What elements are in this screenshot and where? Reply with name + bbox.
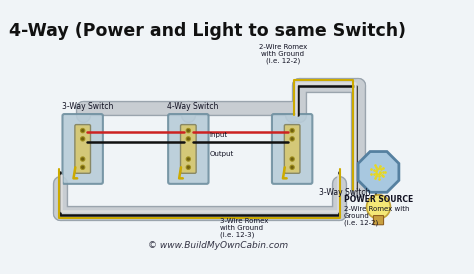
Circle shape	[82, 166, 83, 168]
FancyBboxPatch shape	[75, 125, 91, 173]
FancyBboxPatch shape	[63, 114, 103, 184]
Circle shape	[290, 137, 294, 141]
Text: 2-Wire Romex
with Ground
(i.e. 12-2): 2-Wire Romex with Ground (i.e. 12-2)	[259, 44, 307, 64]
Circle shape	[82, 158, 83, 160]
Text: 4-Way Switch: 4-Way Switch	[167, 102, 219, 111]
Circle shape	[81, 165, 85, 169]
Circle shape	[291, 130, 293, 132]
FancyBboxPatch shape	[272, 114, 312, 184]
Text: 2-Wire Romex with
Ground
(i.e. 12-2): 2-Wire Romex with Ground (i.e. 12-2)	[344, 206, 409, 226]
Polygon shape	[358, 152, 399, 192]
Circle shape	[187, 138, 189, 140]
Circle shape	[291, 138, 293, 140]
Circle shape	[81, 157, 85, 161]
Circle shape	[366, 195, 391, 219]
Text: Input: Input	[210, 132, 228, 138]
Text: 3-Way Switch: 3-Way Switch	[319, 187, 370, 196]
Circle shape	[186, 129, 191, 133]
Circle shape	[82, 138, 83, 140]
Text: 3-Way Switch: 3-Way Switch	[62, 102, 113, 111]
Circle shape	[186, 137, 191, 141]
Circle shape	[186, 165, 191, 169]
FancyBboxPatch shape	[168, 114, 209, 184]
Text: POWER SOURCE: POWER SOURCE	[344, 195, 413, 204]
Circle shape	[291, 166, 293, 168]
Circle shape	[290, 129, 294, 133]
Circle shape	[187, 166, 189, 168]
Circle shape	[187, 158, 189, 160]
FancyBboxPatch shape	[0, 8, 438, 266]
Circle shape	[187, 130, 189, 132]
Circle shape	[81, 129, 85, 133]
Circle shape	[186, 157, 191, 161]
FancyBboxPatch shape	[374, 216, 383, 225]
Circle shape	[82, 130, 83, 132]
Text: 4-Way (Power and Light to same Switch): 4-Way (Power and Light to same Switch)	[9, 22, 406, 40]
Circle shape	[290, 157, 294, 161]
Circle shape	[290, 165, 294, 169]
FancyBboxPatch shape	[181, 125, 196, 173]
FancyBboxPatch shape	[284, 125, 300, 173]
Text: 3-Wire Romex
with Ground
(i.e. 12-3): 3-Wire Romex with Ground (i.e. 12-3)	[220, 218, 269, 238]
Text: © www.BuildMyOwnCabin.com: © www.BuildMyOwnCabin.com	[148, 241, 288, 250]
Circle shape	[81, 137, 85, 141]
Circle shape	[291, 158, 293, 160]
Text: Output: Output	[210, 150, 234, 156]
